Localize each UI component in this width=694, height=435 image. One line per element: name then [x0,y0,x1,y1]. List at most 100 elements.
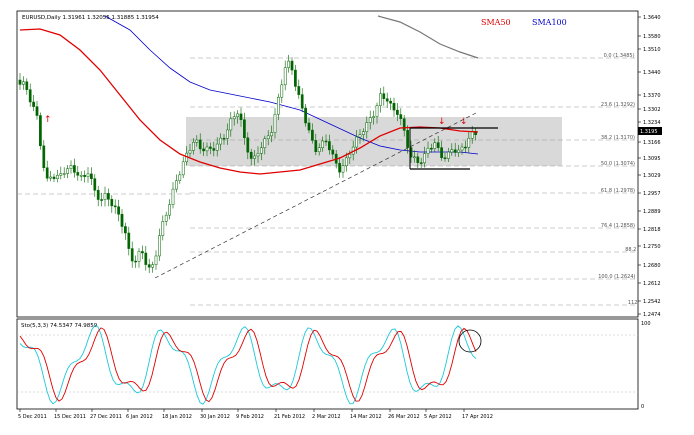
candle-body [222,137,226,140]
candle-body [294,69,297,87]
candle-body [117,206,120,215]
candle-body [28,89,32,103]
candle-body [215,143,219,151]
candle-body [341,165,345,173]
fib-label: 23.6 (1.3292) [601,102,635,108]
fib-label: 88.2 [625,247,636,253]
candle-body [467,137,471,148]
candle-body [83,175,86,177]
time-label: 27 Dec 2011 [90,414,122,420]
fib-label: 0.0 (1.3485) [604,53,635,59]
price-candles [18,54,477,273]
candle-body [470,131,474,139]
candle-body [42,145,46,168]
candle-body [239,113,243,120]
candle-body [45,167,49,179]
candle-body [79,175,83,177]
candle-body [52,176,56,179]
candle-body [399,114,403,119]
price-label: 1.3234 [643,120,661,126]
candle-body [447,151,450,159]
candle-body [124,226,127,234]
time-label: 6 Jan 2012 [126,414,153,420]
candle-body [328,141,331,151]
price-label: 1.3580 [643,34,661,40]
current-price-label: 1.3195 [640,129,658,135]
candle-body [32,101,35,107]
candle-body [243,119,246,139]
candle-body [321,140,324,148]
time-label: 26 Mar 2012 [388,414,420,420]
candle-body [59,173,63,176]
candle-body [324,140,328,143]
candle-body [436,142,440,148]
candle-body [120,214,124,227]
candle-body [175,180,178,190]
candle-body [273,113,277,133]
candle-body [423,153,426,164]
candle-body [219,137,222,145]
candle-body [348,153,352,159]
candle-body [49,176,52,179]
candle-body [297,86,301,95]
candle-body [416,156,420,163]
candle-body [158,235,161,257]
candle-body [402,118,406,131]
time-label: 5 Dec 2011 [18,414,47,420]
candle-body [73,165,76,173]
candle-body [355,136,358,148]
candle-body [69,165,73,169]
candle-body [76,172,80,176]
candle-body [283,67,287,86]
fib-label: 100.0 (1.2624) [598,274,635,280]
candle-body [161,221,165,236]
candle-body [270,132,273,137]
candle-body [392,103,396,111]
candle-body [389,100,392,104]
stochastic-k-line [19,324,477,405]
candle-body [205,146,209,152]
price-label: 1.2474 [643,312,661,318]
price-label: 1.3440 [643,70,661,76]
candle-body [188,150,192,154]
candle-body [236,113,239,117]
fib-label: 76.4 (1.2858) [601,223,635,229]
up-arrow-icon: ↑ [44,115,52,125]
candle-body [443,157,447,159]
candle-body [144,252,148,265]
long-ma-line [377,15,479,59]
price-label: 1.2680 [643,263,661,269]
candle-body [212,148,216,151]
candle-body [440,147,443,158]
price-label: 1.3640 [643,15,661,21]
legend-sma100: SMA100 [532,18,567,27]
candle-body [266,135,270,139]
candle-body [18,79,22,85]
oscillator-title: Sto(5,3,3) 74.5347 74.9859 [21,323,98,329]
candle-body [154,255,158,265]
candle-body [385,98,389,102]
time-label: 5 Apr 2012 [424,414,452,420]
candle-body [22,81,25,85]
down-arrow-icon-2: ↓ [460,117,468,127]
candle-body [171,188,175,205]
candle-body [209,146,212,149]
candle-body [362,131,365,135]
stochastic-d-line [19,327,477,403]
candle-body [450,149,454,153]
oscillator-label-0: 0 [641,404,644,410]
candle-body [314,140,318,152]
candle-body [287,60,290,68]
candle-body [307,122,311,131]
candle-body [25,81,29,90]
price-label: 1.2612 [643,281,661,287]
candle-body [113,205,117,208]
candle-body [147,264,151,268]
consolidation-zone [186,117,562,166]
legend-sma50: SMA50 [481,18,511,27]
candle-body [96,190,100,200]
candle-body [100,199,103,201]
candle-body [93,178,97,191]
